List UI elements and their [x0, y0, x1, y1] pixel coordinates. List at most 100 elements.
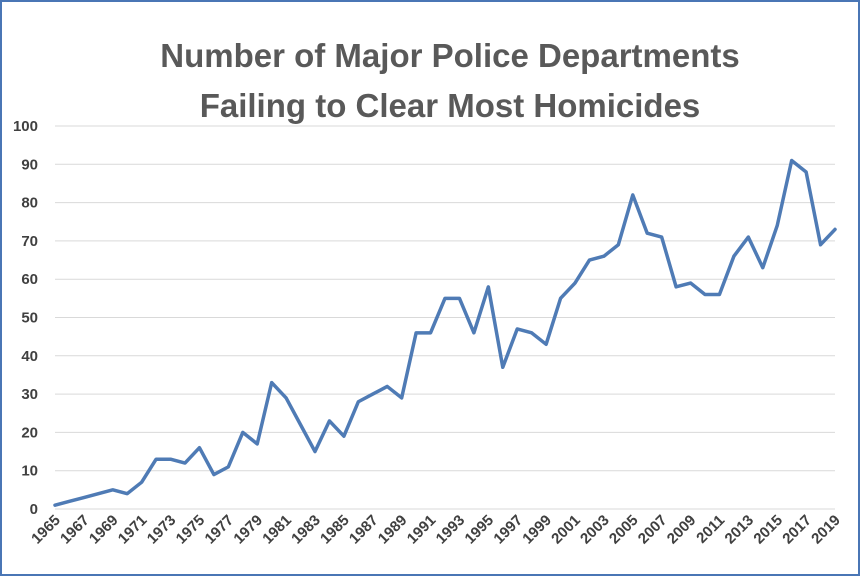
- data-point: [804, 170, 808, 174]
- data-point: [183, 461, 187, 465]
- data-point: [486, 285, 490, 289]
- x-tick-label: 2003: [577, 512, 613, 548]
- data-point: [125, 492, 129, 496]
- x-tick-label: 1973: [144, 512, 180, 548]
- data-point: [501, 365, 505, 369]
- data-point: [270, 381, 274, 385]
- data-point: [833, 227, 837, 231]
- y-tick-label: 20: [21, 424, 38, 441]
- data-point: [761, 266, 765, 270]
- data-point: [631, 193, 635, 197]
- data-point: [602, 254, 606, 258]
- x-tick-label: 1989: [375, 512, 411, 548]
- y-tick-label: 60: [21, 271, 38, 288]
- gridlines: [55, 125, 835, 472]
- x-tick-label: 1979: [230, 512, 266, 548]
- data-point: [212, 473, 216, 477]
- data-point: [67, 499, 71, 503]
- data-point: [587, 258, 591, 262]
- chart-title-line-1: Number of Major Police Departments: [160, 37, 740, 74]
- x-tick-label: 1995: [462, 512, 498, 548]
- x-tick-label: 2013: [722, 512, 758, 548]
- data-point: [429, 331, 433, 335]
- data-point: [616, 243, 620, 247]
- data-point: [819, 243, 823, 247]
- data-point: [544, 342, 548, 346]
- x-tick-label: 2001: [548, 512, 584, 548]
- data-point: [660, 235, 664, 239]
- series-line: [53, 158, 837, 507]
- y-tick-label: 0: [30, 501, 38, 518]
- y-axis-tick-labels: 0 10 20 30 40 50 60 70 80 90 100: [13, 118, 38, 518]
- x-tick-label: 1971: [115, 512, 151, 548]
- data-point: [645, 231, 649, 235]
- data-point: [255, 442, 259, 446]
- data-point: [515, 327, 519, 331]
- y-tick-label: 100: [13, 118, 38, 135]
- data-point: [573, 281, 577, 285]
- data-point: [703, 293, 707, 297]
- data-point: [241, 430, 245, 434]
- x-tick-label: 1987: [346, 512, 382, 548]
- data-point: [299, 423, 303, 427]
- data-point: [53, 503, 57, 507]
- data-point: [443, 296, 447, 300]
- y-tick-label: 80: [21, 195, 38, 212]
- data-point: [327, 419, 331, 423]
- x-tick-label: 1993: [433, 512, 469, 548]
- y-tick-label: 30: [21, 386, 38, 403]
- data-point: [96, 492, 100, 496]
- data-point: [154, 457, 158, 461]
- x-tick-label: 1991: [404, 512, 440, 548]
- x-tick-label: 2011: [693, 512, 728, 547]
- data-point: [111, 488, 115, 492]
- x-tick-label: 2019: [808, 512, 844, 548]
- data-point: [559, 296, 563, 300]
- data-point: [197, 446, 201, 450]
- x-tick-label: 2015: [750, 512, 786, 548]
- x-tick-label: 1985: [317, 512, 353, 548]
- y-tick-label: 40: [21, 348, 38, 365]
- data-point: [530, 331, 534, 335]
- data-point: [169, 457, 173, 461]
- x-tick-label: 2017: [779, 512, 815, 548]
- y-tick-label: 90: [21, 156, 38, 173]
- data-point: [689, 281, 693, 285]
- x-tick-label: 1999: [519, 512, 555, 548]
- x-tick-label: 1997: [490, 512, 526, 548]
- x-tick-label: 1977: [202, 512, 238, 548]
- data-point: [82, 496, 86, 500]
- data-point: [284, 396, 288, 400]
- data-point: [400, 396, 404, 400]
- x-tick-label: 2005: [606, 512, 642, 548]
- y-tick-label: 70: [21, 233, 38, 250]
- data-point: [746, 235, 750, 239]
- y-tick-label: 10: [21, 463, 38, 480]
- x-tick-label: 1969: [86, 512, 122, 548]
- series-points: [53, 158, 837, 507]
- data-point: [790, 158, 794, 162]
- data-point: [385, 384, 389, 388]
- data-point: [674, 285, 678, 289]
- data-point: [342, 434, 346, 438]
- x-tick-label: 2009: [664, 512, 700, 548]
- data-point: [414, 331, 418, 335]
- x-tick-label: 1983: [288, 512, 324, 548]
- x-tick-label: 2007: [635, 512, 671, 548]
- y-tick-label: 50: [21, 310, 38, 327]
- x-tick-label: 1975: [173, 512, 209, 548]
- x-tick-label: 1967: [57, 512, 93, 548]
- data-point: [732, 254, 736, 258]
- data-point: [472, 331, 476, 335]
- data-point: [313, 450, 317, 454]
- data-point: [226, 465, 230, 469]
- data-point: [717, 293, 721, 297]
- data-point: [371, 392, 375, 396]
- x-axis-tick-labels: 1965196719691971197319751977197919811983…: [28, 512, 844, 548]
- x-tick-label: 1981: [259, 512, 295, 548]
- data-point: [356, 400, 360, 404]
- data-point: [457, 296, 461, 300]
- data-point: [140, 480, 144, 484]
- chart-title-line-2: Failing to Clear Most Homicides: [199, 87, 701, 124]
